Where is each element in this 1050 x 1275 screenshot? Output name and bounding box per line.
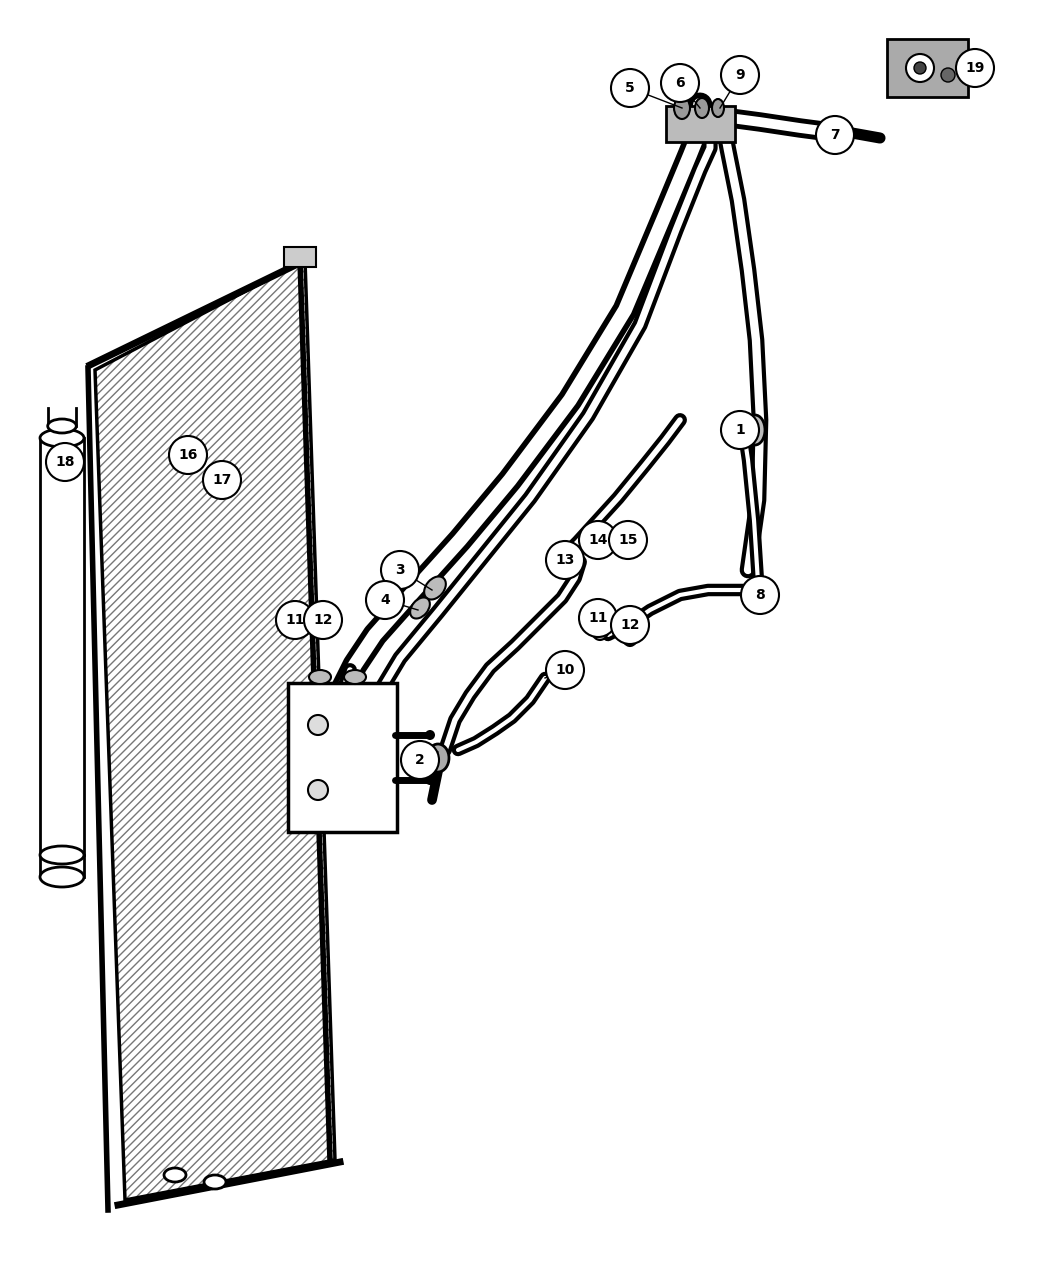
FancyBboxPatch shape [288, 683, 397, 833]
Ellipse shape [47, 419, 77, 434]
Text: 1: 1 [735, 423, 744, 437]
Ellipse shape [748, 584, 768, 612]
Ellipse shape [674, 97, 690, 119]
Circle shape [276, 601, 314, 639]
Circle shape [611, 69, 649, 107]
Text: 10: 10 [555, 663, 574, 677]
Text: 16: 16 [178, 448, 197, 462]
Circle shape [401, 741, 439, 779]
Text: 11: 11 [286, 613, 304, 627]
Text: 19: 19 [965, 61, 985, 75]
Circle shape [741, 576, 779, 615]
Ellipse shape [411, 598, 429, 618]
Circle shape [721, 56, 759, 94]
Circle shape [425, 775, 435, 785]
Ellipse shape [344, 669, 366, 683]
Circle shape [611, 606, 649, 644]
Ellipse shape [40, 867, 84, 887]
Text: 8: 8 [755, 588, 764, 602]
Ellipse shape [562, 550, 578, 571]
Ellipse shape [591, 616, 609, 640]
FancyBboxPatch shape [284, 247, 316, 266]
Text: 6: 6 [675, 76, 685, 91]
Circle shape [366, 581, 404, 618]
Circle shape [169, 436, 207, 474]
Ellipse shape [40, 428, 84, 448]
Ellipse shape [309, 669, 331, 683]
Text: 15: 15 [618, 533, 637, 547]
Ellipse shape [424, 576, 446, 599]
Ellipse shape [204, 1176, 226, 1190]
Ellipse shape [712, 99, 724, 117]
Ellipse shape [592, 538, 608, 558]
Circle shape [308, 715, 328, 734]
Ellipse shape [830, 125, 850, 142]
Text: 2: 2 [415, 754, 425, 768]
Text: 17: 17 [212, 473, 232, 487]
Ellipse shape [164, 1168, 186, 1182]
Circle shape [46, 442, 84, 481]
Circle shape [304, 601, 342, 639]
Circle shape [203, 462, 242, 499]
Circle shape [381, 551, 419, 589]
Circle shape [579, 521, 617, 558]
Circle shape [721, 411, 759, 449]
FancyBboxPatch shape [666, 106, 735, 142]
Circle shape [941, 68, 956, 82]
Circle shape [914, 62, 926, 74]
Ellipse shape [621, 538, 635, 558]
Text: 3: 3 [395, 564, 405, 578]
Text: 13: 13 [555, 553, 574, 567]
Text: 9: 9 [735, 68, 744, 82]
Text: 12: 12 [313, 613, 333, 627]
Text: 12: 12 [621, 618, 639, 632]
FancyBboxPatch shape [887, 40, 968, 97]
Circle shape [662, 64, 699, 102]
Circle shape [816, 116, 854, 154]
Text: 14: 14 [588, 533, 608, 547]
Ellipse shape [427, 745, 449, 771]
Circle shape [579, 599, 617, 638]
Circle shape [546, 541, 584, 579]
Text: 7: 7 [831, 128, 840, 142]
Circle shape [609, 521, 647, 558]
Circle shape [546, 652, 584, 688]
Text: 4: 4 [380, 593, 390, 607]
Circle shape [308, 780, 328, 799]
Circle shape [425, 731, 435, 739]
Ellipse shape [746, 414, 765, 445]
Text: 5: 5 [625, 82, 635, 96]
Text: 11: 11 [588, 611, 608, 625]
Ellipse shape [695, 98, 709, 119]
Ellipse shape [40, 847, 84, 864]
Text: 18: 18 [56, 455, 75, 469]
Circle shape [956, 48, 994, 87]
Circle shape [906, 54, 934, 82]
Ellipse shape [622, 623, 638, 646]
